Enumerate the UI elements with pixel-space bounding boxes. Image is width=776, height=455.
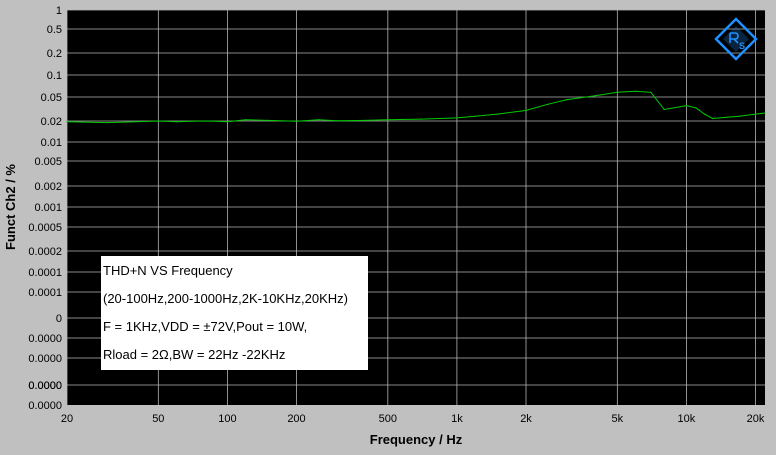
series-point (594, 95, 596, 97)
x-tick-label: 20k (747, 413, 765, 425)
series-point (318, 119, 320, 121)
x-axis-title: Frequency / Hz (370, 432, 463, 447)
series-point (685, 105, 688, 107)
y-tick-label: 0.0000 (28, 333, 62, 345)
series-point (216, 120, 218, 122)
y-tick-label: 0 (56, 313, 62, 325)
annotation-line-3: F = 1KHz,VDD = ±72V,Pout = 10W, (103, 319, 307, 334)
y-tick-label: 0.002 (34, 181, 62, 193)
y-tick-label: 0.0005 (28, 222, 62, 234)
x-tick-label: 100 (218, 413, 236, 425)
rohde-schwarz-logo-icon: S (714, 17, 758, 61)
y-tick-label: 0.0000 (28, 380, 62, 392)
x-tick-label: 500 (379, 413, 397, 425)
y-tick-label: 0.02 (41, 116, 62, 128)
x-tick-label: 1k (451, 413, 463, 425)
y-tick-label: 0.0000 (28, 380, 62, 392)
y-tick-label: 0.0000 (28, 400, 62, 412)
y-tick-label: 0.0001 (28, 287, 62, 299)
series-point (204, 120, 206, 122)
annotation-line-2: (20-100Hz,200-1000Hz,2K-10KHz,20KHz) (103, 291, 348, 306)
y-tick-label: 1 (56, 5, 62, 17)
series-point (764, 112, 766, 114)
series-point (496, 113, 498, 115)
series-point (267, 119, 269, 121)
series-point (226, 121, 229, 123)
y-tick-label: 0.2 (47, 48, 62, 60)
series-point (525, 109, 527, 111)
y-tick-label: 0.0001 (28, 267, 62, 279)
series-point (135, 121, 137, 123)
svg-text:S: S (739, 41, 745, 51)
annotation-background (101, 256, 368, 370)
y-tick-label: 0.5 (47, 24, 62, 36)
series-point (474, 115, 476, 117)
x-tick-labels: 20 50 100 200 500 1k 2k 5k 10k 20k (61, 413, 765, 425)
series-point (295, 120, 298, 122)
series-point (754, 113, 757, 115)
y-tick-label: 0.05 (41, 92, 62, 104)
series-point (456, 117, 458, 119)
series (66, 90, 766, 124)
y-tick-label: 0.0002 (28, 246, 62, 258)
series-point (650, 91, 652, 93)
series-point (703, 113, 706, 115)
x-tick-label: 50 (152, 413, 164, 425)
series-point (711, 117, 714, 120)
x-tick-label: 2k (520, 413, 532, 425)
series-point (387, 119, 389, 121)
series-point (336, 120, 338, 122)
series-point (175, 121, 178, 123)
series-point (364, 119, 367, 121)
series-point (191, 120, 193, 122)
y-tick-label: 0.0000 (28, 353, 62, 365)
y-tick-label: 0.005 (34, 156, 62, 168)
series-point (106, 121, 109, 124)
series-point (634, 90, 637, 92)
annotation-line-4: Rload = 2Ω,BW = 22Hz -22KHz (103, 347, 285, 362)
series-point (663, 108, 665, 111)
series-point (695, 107, 697, 109)
y-tick-label: 0.001 (34, 202, 62, 214)
series-point (726, 116, 728, 118)
y-tick-label: 0.01 (41, 137, 62, 149)
series-line (66, 90, 766, 124)
series-point (244, 119, 247, 121)
series-point (420, 118, 422, 120)
y-tick-labels: 1 0.5 0.2 0.1 0.05 0.02 0.01 0.005 0.002 0.001 0.0… (28, 5, 62, 412)
x-tick-label: 5k (612, 413, 624, 425)
series-point (157, 120, 159, 122)
y-axis-title: Funct Ch2 / % (3, 164, 18, 250)
y-tick-label: 0.1 (47, 70, 62, 82)
x-tick-label: 200 (287, 413, 305, 425)
x-tick-label: 20 (61, 413, 73, 425)
series-point (66, 121, 68, 123)
series-point (565, 99, 568, 101)
series-point (738, 115, 740, 117)
annotation-line-1: THD+N VS Frequency (103, 263, 233, 278)
x-tick-label: 10k (678, 413, 696, 425)
annotation-box: THD+N VS Frequency (20-100Hz,200-1000Hz,… (101, 256, 368, 370)
series-point (547, 103, 549, 105)
grid (66, 9, 765, 405)
series-point (616, 91, 618, 93)
